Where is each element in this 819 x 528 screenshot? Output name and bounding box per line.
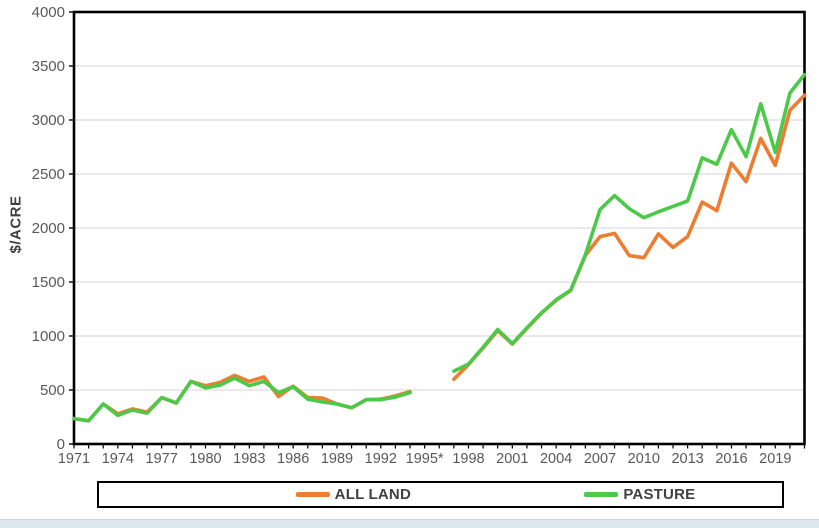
x-tick-label-1983: 1983 [233,451,265,467]
x-tick-label-2019: 2019 [759,451,791,467]
y-tick-label-1500: 1500 [32,274,65,291]
line-chart: $/ACRE 0 500 1000 1500 2000 2500 3000 3500 4000 1… [7,4,807,467]
y-tick-label-1000: 1000 [32,328,65,345]
legend-item-pasture: PASTURE [584,486,695,503]
x-tick-label-2010: 2010 [628,451,660,467]
x-tick-label-1974: 1974 [102,451,134,467]
x-tick-label-1995: 1995* [406,451,444,467]
legend-box: ALL LAND PASTURE [97,481,784,508]
plot-border [72,10,806,446]
x-tick-label-2013: 2013 [671,451,703,467]
x-tick-label-1992: 1992 [365,451,397,467]
x-tick-label-1986: 1986 [277,451,309,467]
x-tick-label-1980: 1980 [189,451,221,467]
x-tick-label-1971: 1971 [58,451,90,467]
y-tick-label-2000: 2000 [32,220,65,237]
y-tick-label-4000: 4000 [32,4,65,21]
x-tick-label-2016: 2016 [715,451,747,467]
y-tick-label-3000: 3000 [32,112,65,129]
y-tick-label-500: 500 [40,382,65,399]
all-land-line-swatch [295,492,330,497]
window-bottom-strip [0,519,819,528]
series-line-pasture [72,376,412,423]
legend-label-all-land: ALL LAND [334,486,411,503]
pasture-line-swatch [584,492,619,497]
y-tick-label-3500: 3500 [32,58,65,75]
plot-svg: 0 500 1000 1500 2000 2500 3000 3500 4000 1971 1974… [32,4,807,467]
legend-item-all-land: ALL LAND [295,486,411,503]
series-line-pasture-2 [452,72,807,373]
x-tick-label-2004: 2004 [540,451,572,467]
y-tick-label-2500: 2500 [32,166,65,183]
x-tick-label-1989: 1989 [321,451,353,467]
legend-label-pasture: PASTURE [623,486,696,503]
x-tick-label-1998: 1998 [452,451,484,467]
x-tick-label-2001: 2001 [496,451,528,467]
x-tick-label-2007: 2007 [584,451,616,467]
y-tick-label-0: 0 [57,436,65,453]
x-tick-label-1977: 1977 [146,451,178,467]
y-axis-title: $/ACRE [7,195,25,254]
